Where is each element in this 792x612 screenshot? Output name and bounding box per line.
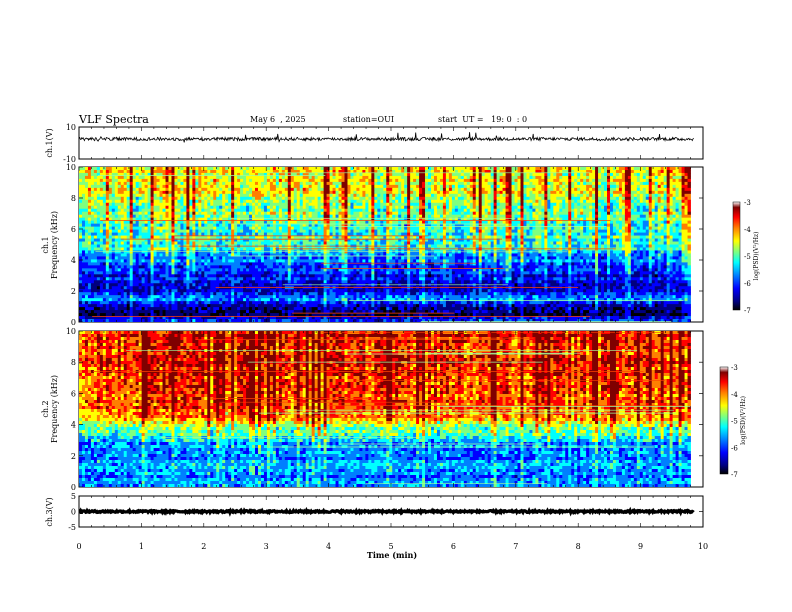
ytick-label-w1: -10 (63, 155, 76, 164)
colorbar-title: log(PSD)(V²/Hz) (753, 232, 760, 281)
colorbar-tick-label: -6 (744, 280, 751, 288)
xaxis-label: Time (min) (367, 550, 417, 560)
ytick-label-w1: 10 (66, 123, 76, 132)
ytick-label-s2: 0 (71, 483, 76, 492)
colorbar-tick-label: -5 (731, 418, 738, 426)
colorbar-tick-label: -3 (744, 199, 751, 207)
colorbar-tick-label: -7 (731, 471, 738, 479)
colorbar-tick-label: -3 (731, 364, 738, 372)
ytick-label-w3: 5 (71, 492, 76, 501)
colorbar-ch1 (733, 202, 740, 310)
waveform-ch1-trace (78, 132, 694, 143)
xtick-label: 9 (638, 542, 643, 551)
figure-title: VLF Spectra (79, 113, 149, 126)
ytick-label-s1: 2 (71, 287, 76, 296)
ytick-label-s1: 4 (71, 256, 76, 265)
xtick-label: 3 (264, 542, 269, 551)
colorbar-title: log(PSD)(V²/Hz) (740, 396, 747, 445)
colorbar-tick-label: -4 (731, 391, 738, 399)
xtick-label: 0 (76, 542, 81, 551)
panel-frame-w1 (78, 126, 704, 160)
spectrogram-ch2 (79, 331, 691, 487)
ytick-label-s2: 4 (71, 421, 76, 430)
xtick-label: 8 (576, 542, 581, 551)
ytick-label-s2: 8 (71, 358, 76, 367)
figure-start-ut: start UT = 19: 0 : 0 (438, 115, 528, 124)
ytick-label-w3: 0 (71, 508, 76, 517)
ytick-label-s1: 0 (71, 318, 76, 327)
colorbar-ch2 (720, 367, 728, 474)
colorbar-tick-label: -5 (744, 253, 751, 261)
waveform-ch3-trace (78, 506, 695, 517)
figure-date: May 6 , 2025 (250, 115, 306, 124)
xtick-label: 4 (326, 542, 331, 551)
ytick-label-s2: 10 (66, 327, 76, 336)
xtick-label: 10 (698, 542, 708, 551)
ylabel-ch3-waveform: ch.3(V) (45, 497, 54, 526)
xtick-label: 5 (388, 542, 393, 551)
xtick-label: 7 (513, 542, 518, 551)
xtick-label: 2 (201, 542, 206, 551)
figure-station: station=OUI (343, 115, 394, 124)
ytick-label-s2: 6 (71, 389, 76, 398)
ytick-label-w3: -5 (68, 523, 76, 532)
xtick-label: 6 (451, 542, 456, 551)
ylabel-ch1-spectrogram: ch.1Frequency (kHz) (41, 211, 59, 279)
colorbar-labels: -3 -4 -5 -6 -7 log(PSD)(V²/Hz) -3 -4 -5 -6 -7 log(P… (719, 199, 760, 479)
ytick-label-s1: 8 (71, 194, 76, 203)
colorbar-tick-label: -7 (744, 307, 751, 315)
ylabel-ch1-waveform: ch.1(V) (45, 128, 54, 157)
ytick-label-s1: 6 (71, 225, 76, 234)
waveforms (78, 132, 695, 517)
colorbar-tick-label: -4 (744, 226, 751, 234)
colorbar-tick-label: -6 (731, 444, 738, 452)
ytick-label-s1: 10 (66, 163, 76, 172)
spectrogram-ch1 (79, 167, 691, 322)
ytick-label-s2: 2 (71, 452, 76, 461)
ylabel-ch2-spectrogram: ch.2Frequency (kHz) (41, 375, 59, 443)
xtick-label: 1 (139, 542, 144, 551)
